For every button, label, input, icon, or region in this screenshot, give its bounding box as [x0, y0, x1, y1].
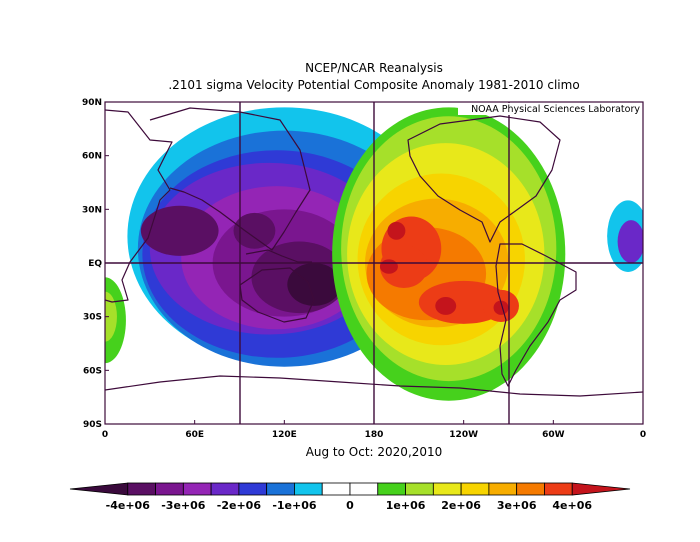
credit-text: NOAA Physical Sciences Laboratory — [471, 104, 640, 115]
x-axis-ticks: 0 60E 120E 180 120W 60W 0 — [102, 420, 646, 440]
colorbar-segment — [516, 482, 545, 496]
x-tick-label: 120W — [449, 430, 478, 440]
colorbar-segment — [544, 482, 573, 496]
colorbar-label: 3e+06 — [497, 499, 537, 512]
colorbar-segment — [349, 482, 379, 496]
colorbar-segment — [405, 482, 434, 496]
contour-band — [617, 220, 643, 263]
grid-lines — [105, 102, 643, 424]
y-tick-label: 90N — [82, 98, 102, 108]
colorbar-segment — [127, 482, 156, 496]
coast-asia — [149, 107, 311, 251]
title-line-1: NCEP/NCAR Reanalysis — [305, 61, 443, 75]
contour-band — [105, 291, 117, 342]
colorbar-segment — [321, 482, 351, 496]
x-tick-label: 60W — [542, 430, 565, 440]
contour-band — [493, 300, 509, 315]
contour-band — [140, 205, 219, 256]
x-tick-label: 0 — [102, 430, 108, 440]
colorbar-segment — [155, 482, 184, 496]
contour-band — [379, 259, 398, 274]
y-tick-label: 90S — [83, 420, 102, 430]
x-tick-label: 0 — [640, 430, 646, 440]
contour-fill-layer — [105, 107, 643, 401]
coast-australia — [239, 267, 315, 323]
colorbar-segment — [182, 482, 212, 496]
coastlines — [105, 107, 643, 397]
colorbar-label: 1e+06 — [386, 499, 426, 512]
colorbar-label: 4e+06 — [552, 499, 592, 512]
title-line-2: .2101 sigma Velocity Potential Composite… — [168, 78, 579, 92]
colorbar-label: 2e+06 — [441, 499, 481, 512]
x-tick-label: 180 — [365, 430, 384, 440]
colorbar-segment — [488, 482, 518, 496]
colorbar-segment — [238, 482, 268, 496]
y-axis-ticks: 90N 60N 30N EQ 30S 60S 90S — [82, 98, 109, 430]
colorbar-labels: -4e+06 -3e+06 -2e+06 -1e+06 0 1e+06 2e+06 3e+06… — [106, 499, 593, 512]
y-tick-label: EQ — [88, 259, 102, 269]
coast-north-america — [407, 115, 561, 243]
colorbar-segment — [432, 482, 462, 496]
period-subtitle: Aug to Oct: 2020,2010 — [306, 445, 443, 459]
contour-band — [379, 245, 428, 289]
colorbar-label: -4e+06 — [106, 499, 151, 512]
coast-africa-europe — [105, 109, 173, 303]
x-tick-label: 120E — [272, 430, 297, 440]
colorbar — [69, 482, 631, 496]
colorbar-segment — [571, 482, 631, 496]
coast-south-america — [495, 243, 577, 387]
colorbar-segment — [69, 482, 129, 496]
contour-band — [387, 221, 406, 240]
colorbar-label: -3e+06 — [161, 499, 206, 512]
y-tick-label: 60N — [82, 152, 102, 162]
colorbar-segment — [377, 482, 406, 496]
colorbar-label: -1e+06 — [272, 499, 317, 512]
y-tick-label: 30N — [82, 205, 102, 215]
colorbar-label: 0 — [346, 499, 354, 512]
contour-band — [233, 212, 276, 249]
y-tick-label: 30S — [83, 313, 102, 323]
colorbar-segment — [294, 482, 323, 496]
contour-band — [435, 296, 457, 315]
colorbar-segment — [210, 482, 240, 496]
credit-box: NOAA Physical Sciences Laboratory — [458, 103, 642, 115]
colorbar-segment — [460, 482, 490, 496]
contour-band — [287, 263, 342, 306]
colorbar-label: -2e+06 — [217, 499, 262, 512]
coast-maritime-continent — [245, 249, 312, 263]
coast-antarctica — [105, 375, 643, 397]
y-tick-label: 60S — [83, 366, 102, 376]
colorbar-segment — [266, 482, 295, 496]
x-tick-label: 60E — [185, 430, 204, 440]
